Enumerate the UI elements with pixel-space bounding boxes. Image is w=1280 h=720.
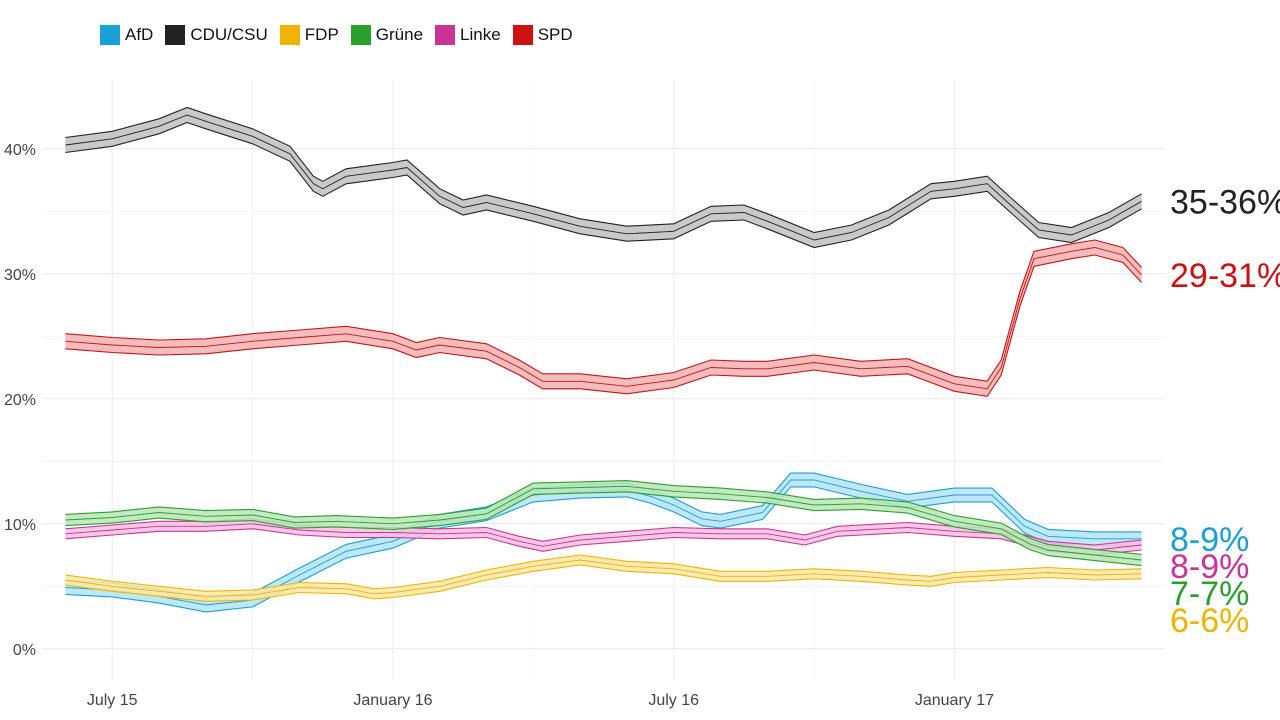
legend-label: Grüne <box>375 25 424 44</box>
series-linke <box>65 518 1142 556</box>
legend-label: SPD <box>537 25 573 44</box>
upper-bound-line <box>65 106 1142 234</box>
legend-item-afd: AfD <box>100 25 153 45</box>
confidence-band <box>65 107 1142 248</box>
y-tick-label: 20% <box>4 392 36 409</box>
trend-line <box>65 523 1142 551</box>
legend-swatch <box>100 25 120 45</box>
end-labels: 35-36%29-31%8-9%8-9%7-7%6-6% <box>1170 183 1280 640</box>
x-tick-label: January 17 <box>915 692 994 709</box>
confidence-band <box>65 555 1142 602</box>
series-layer <box>65 106 1143 613</box>
legend-label: CDU/CSU <box>190 25 268 44</box>
trend-line <box>65 559 1142 597</box>
legend-item-linke: Linke <box>435 25 501 45</box>
confidence-band <box>65 240 1142 397</box>
upper-bound-line <box>65 554 1142 592</box>
series-fdp <box>65 554 1142 602</box>
trend-line <box>65 247 1142 390</box>
lower-bound-line <box>65 528 1142 556</box>
x-tick-label: July 16 <box>648 692 699 709</box>
series-gruene <box>65 480 1142 567</box>
upper-bound-line <box>65 480 1142 555</box>
confidence-band <box>65 518 1142 555</box>
end-label-spd: 29-31% <box>1170 257 1280 295</box>
end-label-afd: 8-9% <box>1170 521 1249 559</box>
legend-swatch <box>512 25 533 45</box>
x-tick-label: January 16 <box>353 692 432 709</box>
legend-item-gruene: Grüne <box>350 25 424 45</box>
y-tick-label: 40% <box>4 142 36 159</box>
series-cdu-csu <box>65 106 1142 249</box>
legend-label: FDP <box>304 25 339 44</box>
legend-item-fdp: FDP <box>279 25 339 45</box>
legend-label: Linke <box>460 25 501 44</box>
legend: AfD CDU/CSU FDP Grüne Linke SPD <box>100 22 585 48</box>
lower-bound-line <box>65 564 1142 602</box>
series-spd <box>65 239 1143 397</box>
legend-swatch <box>165 25 186 45</box>
legend-item-spd: SPD <box>512 25 573 45</box>
y-tick-label: 0% <box>13 642 36 659</box>
end-label-gruene: 7-7% <box>1170 575 1249 613</box>
legend-item-cdu-csu: CDU/CSU <box>165 25 268 45</box>
x-tick-label: July 15 <box>87 692 138 709</box>
trend-line <box>65 485 1142 561</box>
axis-labels: 0% 10% 20% 30% 40% July 15 January 16 July 16 Ja… <box>4 142 994 709</box>
lower-bound-line <box>65 491 1142 567</box>
legend-label: AfD <box>125 25 154 44</box>
lower-bound-line <box>65 254 1143 397</box>
legend-swatch <box>279 25 300 45</box>
trend-line <box>65 114 1142 241</box>
y-tick-label: 30% <box>4 267 36 284</box>
legend-swatch <box>350 25 371 45</box>
end-label-cdu-csu: 35-36% <box>1170 183 1280 221</box>
lower-bound-line <box>65 121 1142 249</box>
upper-bound-line <box>65 239 1143 382</box>
end-label-linke: 8-9% <box>1170 548 1249 586</box>
legend-swatch <box>435 25 456 45</box>
y-tick-label: 10% <box>4 517 36 534</box>
confidence-band <box>65 480 1142 566</box>
end-label-fdp: 6-6% <box>1170 602 1249 640</box>
